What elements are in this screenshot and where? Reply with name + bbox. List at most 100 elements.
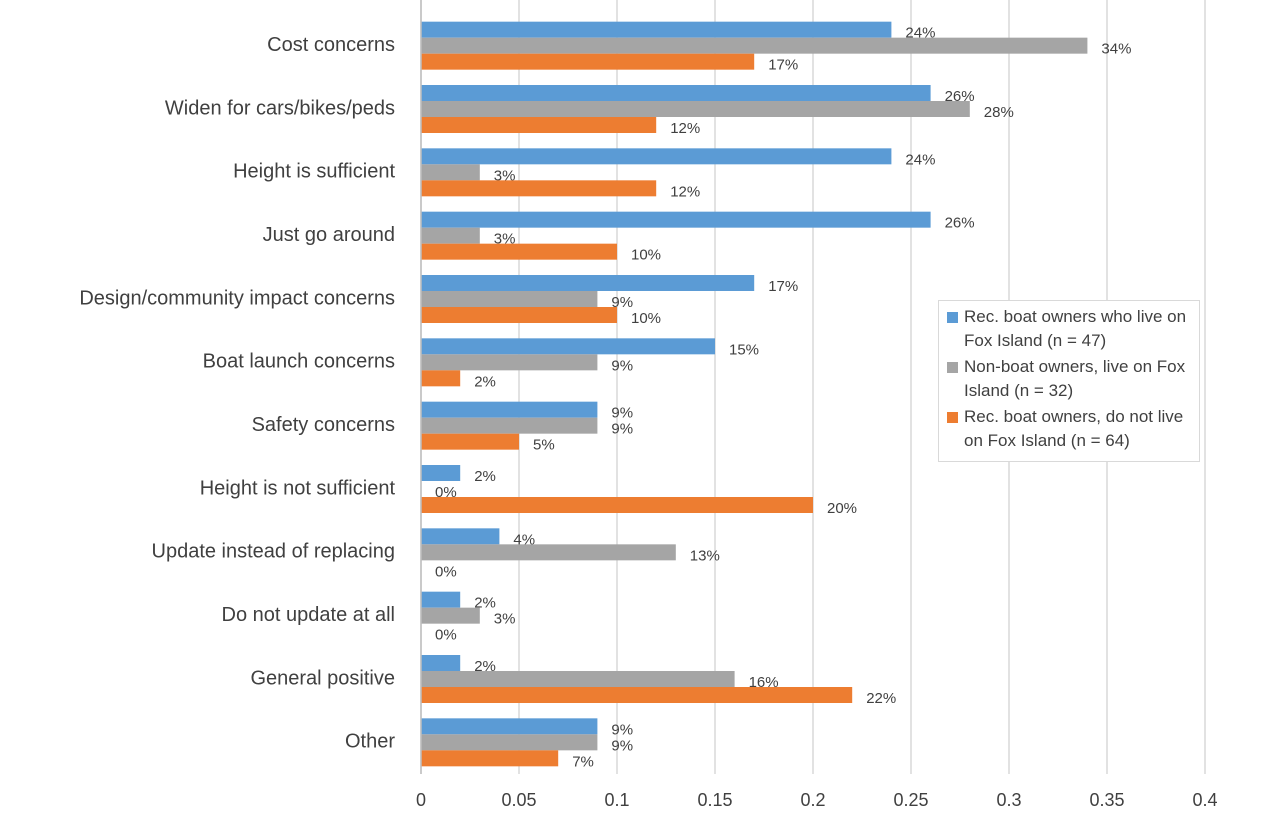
x-tick-label: 0.05: [501, 790, 536, 810]
category-label: Safety concerns: [252, 414, 395, 436]
bar: [421, 275, 755, 291]
legend-swatch: [947, 312, 958, 323]
value-label: 9%: [611, 405, 633, 422]
bar: [421, 671, 735, 687]
category-label: Update instead of replacing: [152, 541, 396, 563]
value-label: 0%: [435, 484, 457, 501]
value-label: 2%: [474, 658, 496, 675]
value-label: 26%: [945, 215, 975, 232]
value-label: 10%: [631, 247, 661, 264]
bar: [421, 734, 598, 751]
bar: [421, 227, 480, 244]
bar: [421, 243, 617, 260]
value-label: 16%: [749, 674, 779, 691]
category-label: Design/community impact concerns: [79, 287, 395, 309]
legend-label: Non-boat owners, live on Fox Island (n =…: [964, 357, 1186, 400]
value-label: 17%: [768, 57, 798, 74]
value-label: 26%: [945, 88, 975, 105]
value-label: 7%: [572, 753, 594, 770]
bar: [421, 401, 598, 418]
value-label: 9%: [611, 737, 633, 754]
category-label: Height is not sufficient: [200, 477, 396, 499]
value-label: 9%: [611, 294, 633, 311]
category-label: Height is sufficient: [233, 161, 395, 183]
value-label: 2%: [474, 468, 496, 485]
value-label: 2%: [474, 373, 496, 390]
bar: [421, 101, 970, 117]
category-label: Cost concerns: [267, 34, 395, 56]
x-tick-label: 0.4: [1192, 790, 1217, 810]
bar: [421, 687, 853, 703]
value-label: 3%: [494, 167, 516, 184]
bar: [421, 117, 657, 133]
bar: [421, 53, 755, 70]
bar: [421, 465, 461, 481]
bar: [421, 591, 461, 608]
x-tick-label: 0.25: [893, 790, 928, 810]
bar: [421, 433, 519, 450]
value-label: 10%: [631, 310, 661, 327]
bar: [421, 180, 657, 197]
bar: [421, 718, 598, 735]
bar: [421, 211, 931, 228]
legend-swatch: [947, 412, 958, 423]
value-label: 20%: [827, 500, 857, 517]
value-label: 3%: [494, 611, 516, 628]
bar: [421, 85, 931, 101]
x-tick-label: 0.35: [1089, 790, 1124, 810]
bar: [421, 148, 892, 165]
bar: [421, 528, 500, 545]
value-label: 17%: [768, 278, 798, 295]
x-tick-label: 0: [416, 790, 426, 810]
value-label: 15%: [729, 341, 759, 358]
bar: [421, 750, 559, 767]
bar: [421, 354, 598, 371]
value-label: 0%: [435, 563, 457, 580]
value-label: 0%: [435, 627, 457, 644]
value-label: 34%: [1101, 41, 1131, 58]
value-label: 12%: [670, 120, 700, 137]
legend-label: Rec. boat owners who live on Fox Island …: [964, 307, 1187, 350]
bar: [421, 21, 892, 38]
value-label: 22%: [866, 690, 896, 707]
legend-swatch: [947, 362, 958, 373]
legend-entry: Rec. boat owners, do not live on Fox Isl…: [947, 405, 1193, 453]
bar: [421, 417, 598, 434]
bar: [421, 307, 617, 323]
legend-entry: Non-boat owners, live on Fox Island (n =…: [947, 355, 1193, 403]
value-label: 3%: [494, 231, 516, 248]
value-label: 12%: [670, 183, 700, 200]
x-tick-label: 0.2: [800, 790, 825, 810]
bar: [421, 338, 715, 355]
value-label: 5%: [533, 437, 555, 454]
value-label: 13%: [690, 547, 720, 564]
bar: [421, 370, 461, 387]
x-tick-label: 0.3: [996, 790, 1021, 810]
value-label: 24%: [905, 151, 935, 168]
legend-entry: Rec. boat owners who live on Fox Island …: [947, 305, 1193, 353]
bar: [421, 655, 461, 671]
value-label: 2%: [474, 595, 496, 612]
value-label: 4%: [513, 531, 535, 548]
value-label: 24%: [905, 25, 935, 42]
value-label: 9%: [611, 721, 633, 738]
x-tick-label: 0.1: [604, 790, 629, 810]
value-label: 9%: [611, 421, 633, 438]
bar: [421, 37, 1088, 54]
x-tick-label: 0.15: [697, 790, 732, 810]
legend-label: Rec. boat owners, do not live on Fox Isl…: [964, 407, 1184, 450]
category-label: Other: [345, 731, 395, 753]
legend: Rec. boat owners who live on Fox Island …: [938, 300, 1200, 462]
category-label: General positive: [250, 667, 395, 689]
value-label: 28%: [984, 104, 1014, 121]
bar: [421, 607, 480, 624]
bar: [421, 544, 676, 561]
category-label: Just go around: [263, 224, 395, 246]
bar: [421, 164, 480, 181]
category-label: Do not update at all: [222, 604, 395, 626]
value-label: 9%: [611, 357, 633, 374]
category-label: Widen for cars/bikes/peds: [165, 97, 395, 119]
bar: [421, 497, 813, 513]
